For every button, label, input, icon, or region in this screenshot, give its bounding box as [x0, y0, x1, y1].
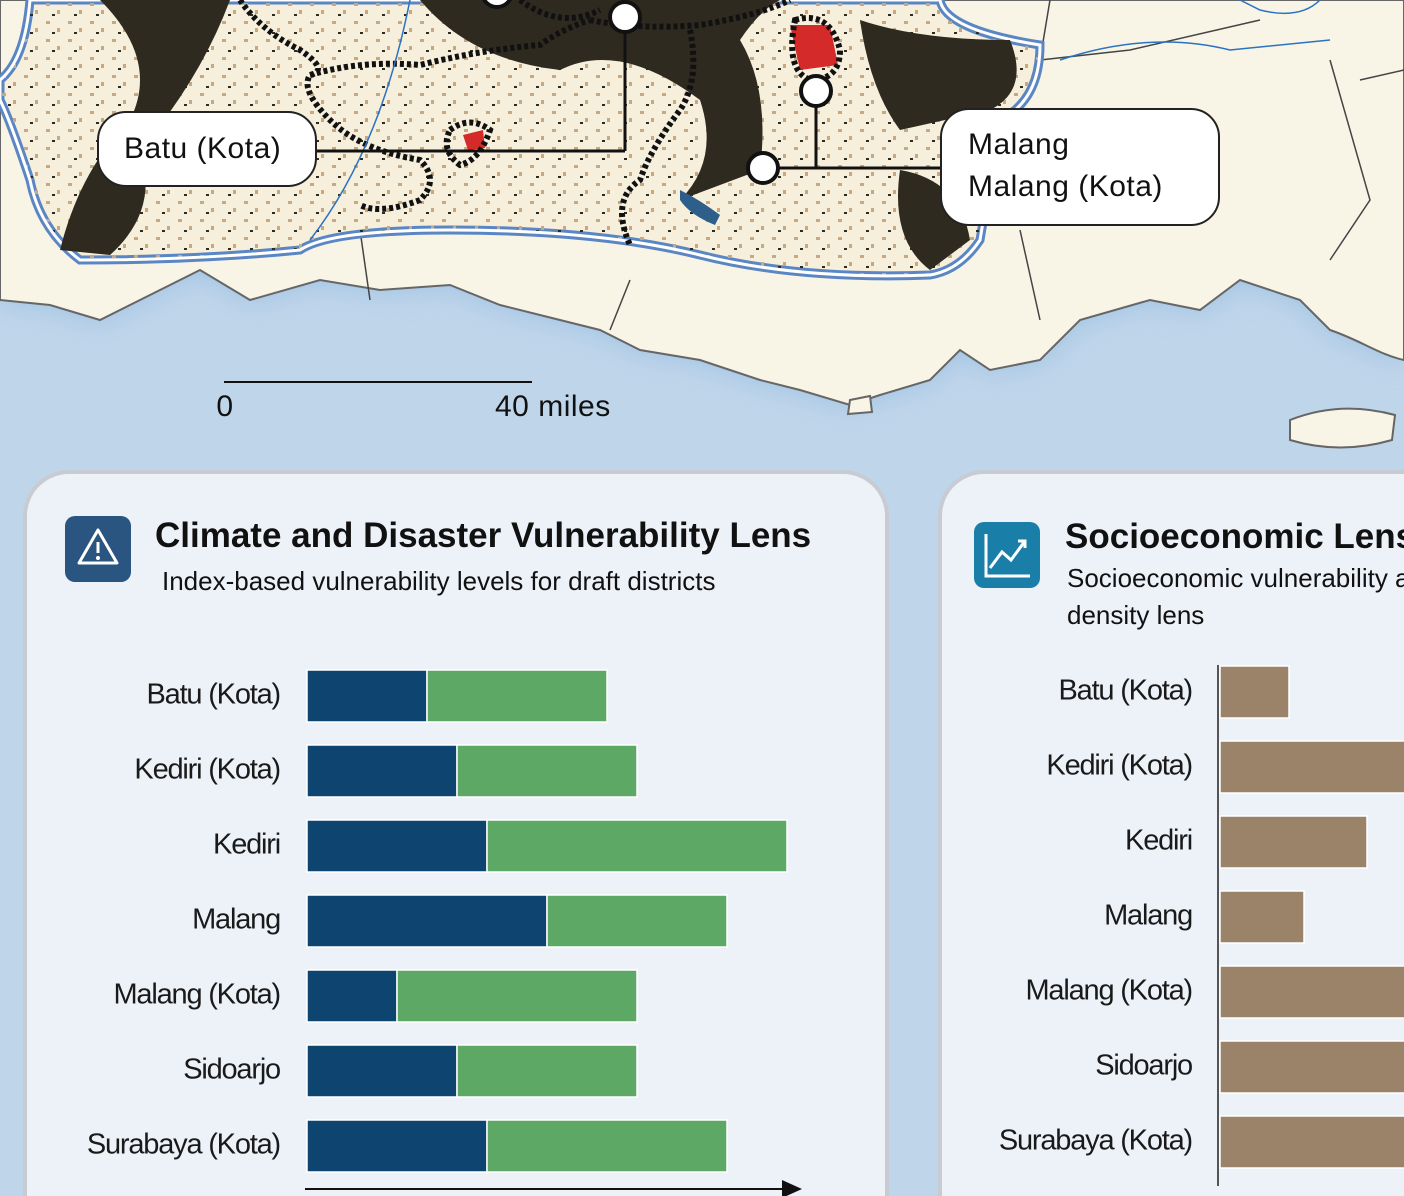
category-label: Sidoarjo — [1095, 1050, 1192, 1082]
axis-arrow — [782, 1180, 802, 1196]
bar-segment — [306, 744, 458, 798]
category-label: Batu (Kota) — [147, 679, 281, 711]
map-label: Batu (Kota) — [124, 132, 281, 165]
bar — [1219, 890, 1305, 944]
scale-label: 40 miles — [495, 390, 611, 423]
map-label: Malang — [968, 128, 1069, 161]
bar-segment — [306, 894, 548, 948]
bar-segment — [306, 819, 488, 873]
bar — [1219, 815, 1368, 869]
label-box — [940, 108, 1220, 226]
bar-segment — [306, 669, 428, 723]
map: Batu (Kota) Malang Malang (Kota) 0 40 mi… — [0, 0, 1404, 449]
category-label: Malang — [1104, 900, 1192, 932]
panel-subtitle: Socioeconomic vulnerability and populati… — [1067, 563, 1404, 630]
icon — [974, 522, 1040, 588]
category-label: Surabaya (Kota) — [999, 1125, 1192, 1157]
panel-title: Climate and Disaster Vulnerability Lens — [155, 516, 812, 555]
icon — [65, 516, 131, 582]
bar-segment — [306, 969, 398, 1023]
category-label: Malang — [192, 904, 280, 936]
panel-title: Socioeconomic Lens — [1065, 517, 1404, 556]
category-label: Sidoarjo — [183, 1054, 280, 1086]
bar-segment — [396, 969, 638, 1023]
bar — [1219, 1115, 1404, 1169]
category-label: Kediri (Kota) — [1046, 750, 1192, 782]
category-label: Kediri (Kota) — [134, 754, 280, 786]
bar-segment — [426, 669, 608, 723]
category-label: Malang (Kota) — [113, 979, 280, 1011]
bar-segment — [306, 1044, 458, 1098]
bar — [1219, 665, 1290, 719]
category-label: Kediri — [213, 829, 280, 861]
bar — [1219, 740, 1404, 794]
bar-segment — [546, 894, 728, 948]
bar-segment — [456, 1044, 638, 1098]
bar-segment — [486, 1119, 728, 1173]
panel-subtitle: Index-based vulnerability levels for dra… — [162, 566, 716, 596]
bar-segment — [486, 819, 788, 873]
category-label: Batu (Kota) — [1059, 675, 1193, 707]
bar-segment — [456, 744, 638, 798]
bar — [1219, 1040, 1404, 1094]
bar — [1219, 965, 1404, 1019]
category-label: Surabaya (Kota) — [87, 1129, 280, 1161]
label-box — [97, 111, 317, 187]
map-label: Malang (Kota) — [968, 170, 1163, 203]
bar-segment — [306, 1119, 488, 1173]
category-label: Kediri — [1125, 825, 1192, 857]
category-label: Malang (Kota) — [1025, 975, 1192, 1007]
scale-label: 0 — [216, 390, 233, 423]
